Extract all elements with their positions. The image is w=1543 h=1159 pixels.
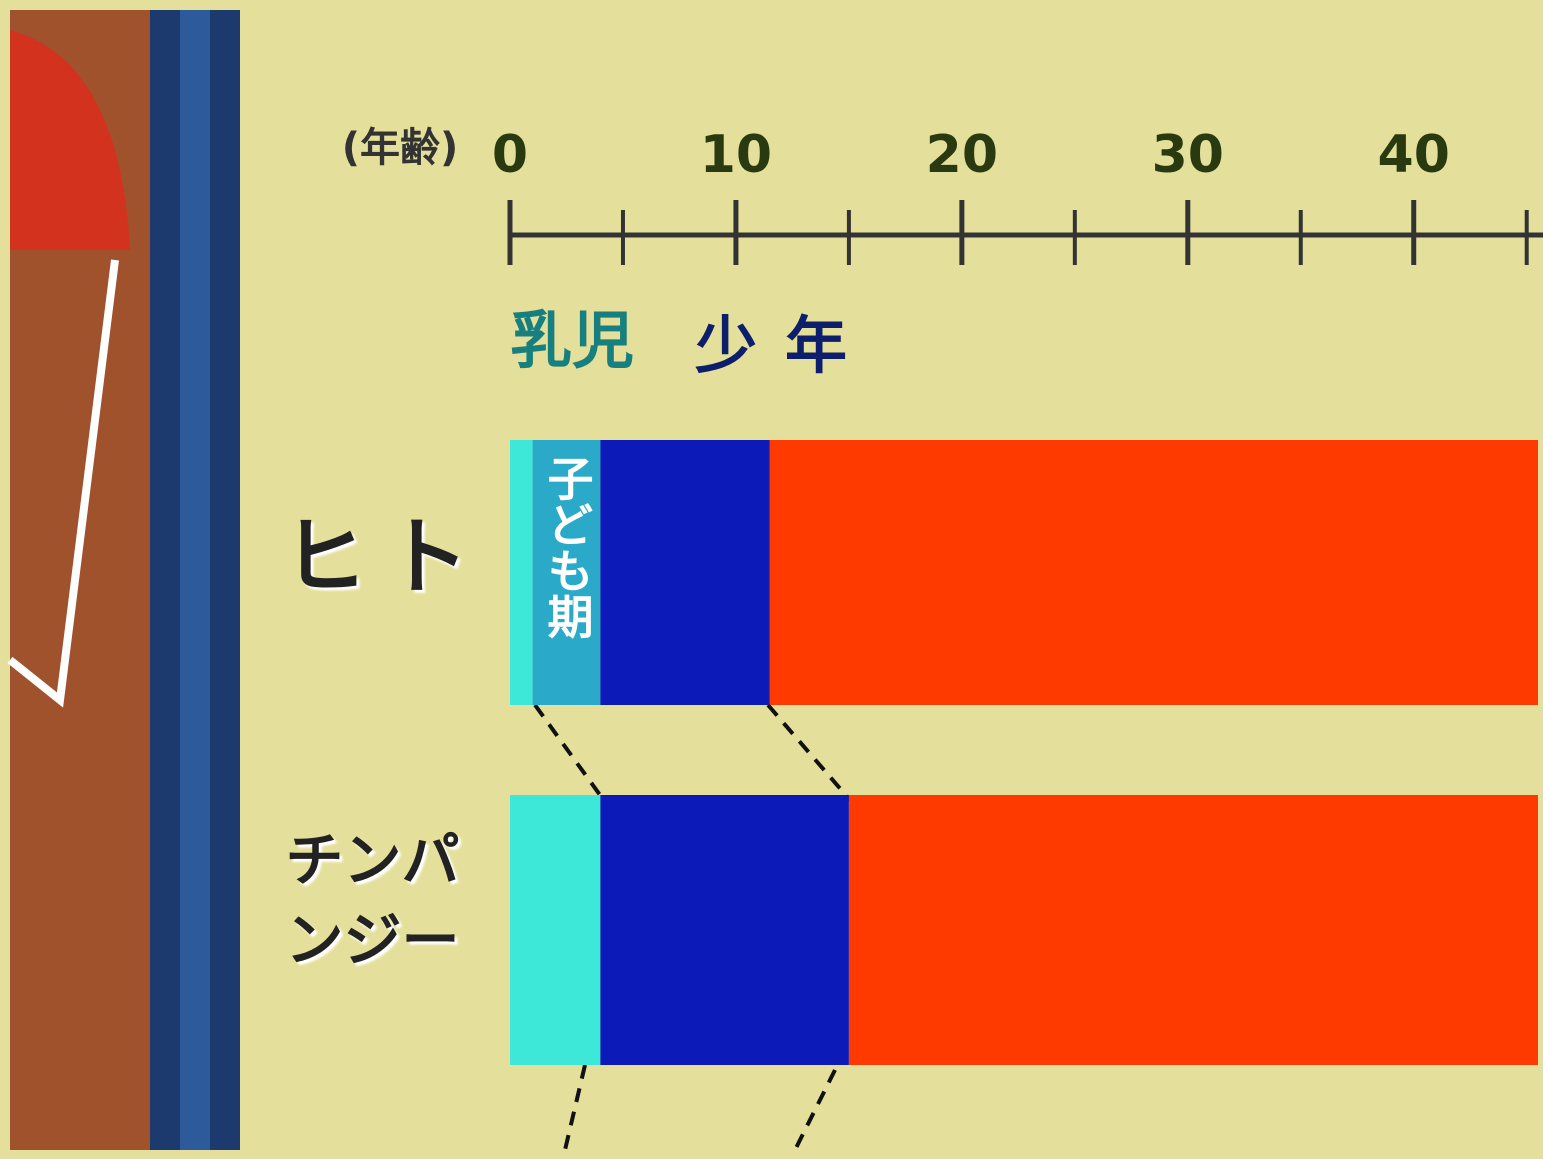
connector [563,1064,587,1151]
series-label: 少年 [695,309,875,382]
x-tick-label: 30 [1152,125,1224,185]
bar-segment [769,440,1538,705]
x-tick-label: 40 [1378,125,1450,185]
series-label: 子ども期 [541,455,595,639]
bar-segment [600,795,849,1065]
category-label: ヒト [282,508,487,606]
x-tick-label: 20 [926,125,998,185]
x-tick-label: 0 [492,125,528,185]
connector [766,703,852,802]
bar-segment [532,440,601,705]
backdrop-shape [10,30,130,250]
series-label: 乳児 [510,304,634,377]
axis-label: (年齢) [342,125,459,171]
bar-segment [600,440,770,705]
frame-inner [180,10,210,1150]
connector [533,703,602,797]
backdrop-cord [7,259,119,708]
bar-segment [848,795,1538,1065]
category-label: チンパンジー [285,826,460,974]
x-tick-label: 10 [700,125,772,185]
bar-segment [510,440,533,705]
connector [793,1069,837,1151]
bar-segment [510,795,601,1065]
